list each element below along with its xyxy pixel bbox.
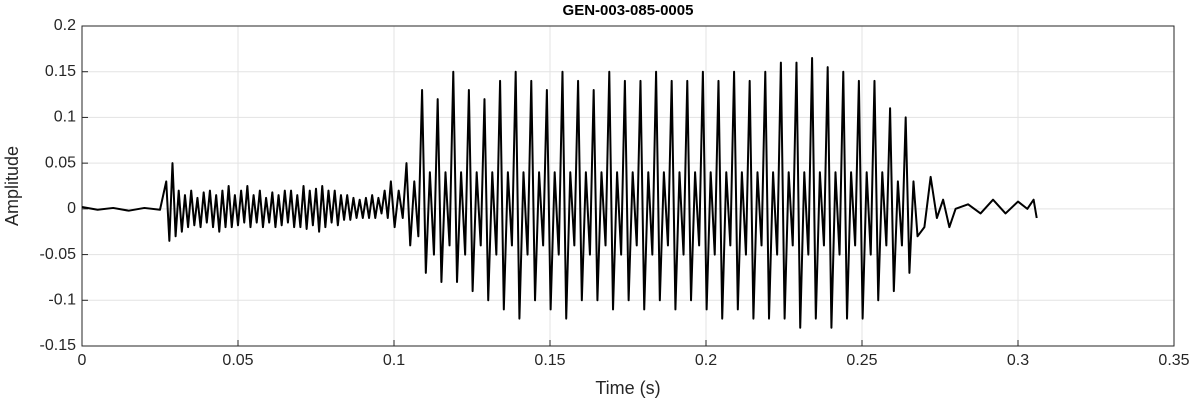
y-tick-label: 0.15 [45, 63, 76, 80]
x-tick-label: 0.25 [846, 352, 877, 369]
y-tick-label: 0.2 [54, 17, 76, 34]
chart-title: GEN-003-085-0005 [563, 2, 694, 19]
y-tick-label: 0 [67, 200, 76, 217]
x-tick-label: 0 [78, 352, 87, 369]
y-tick-label: 0.05 [45, 154, 76, 171]
y-tick-label: -0.05 [40, 246, 77, 263]
x-tick-label: 0.2 [695, 352, 717, 369]
x-tick-label: 0.3 [1007, 352, 1029, 369]
x-tick-label: 0.35 [1158, 352, 1189, 369]
y-axis-label: Amplitude [2, 146, 22, 226]
waveform-line [81, 57, 1038, 329]
y-tick-label: -0.1 [48, 292, 76, 309]
x-tick-label: 0.15 [534, 352, 565, 369]
plot-frame [81, 25, 1175, 347]
x-tick-label: 0.05 [222, 352, 253, 369]
y-tick-label: 0.1 [54, 109, 76, 126]
y-tick-label: -0.15 [40, 337, 77, 354]
x-tick-label: 0.1 [383, 352, 405, 369]
x-axis-label: Time (s) [595, 378, 660, 398]
